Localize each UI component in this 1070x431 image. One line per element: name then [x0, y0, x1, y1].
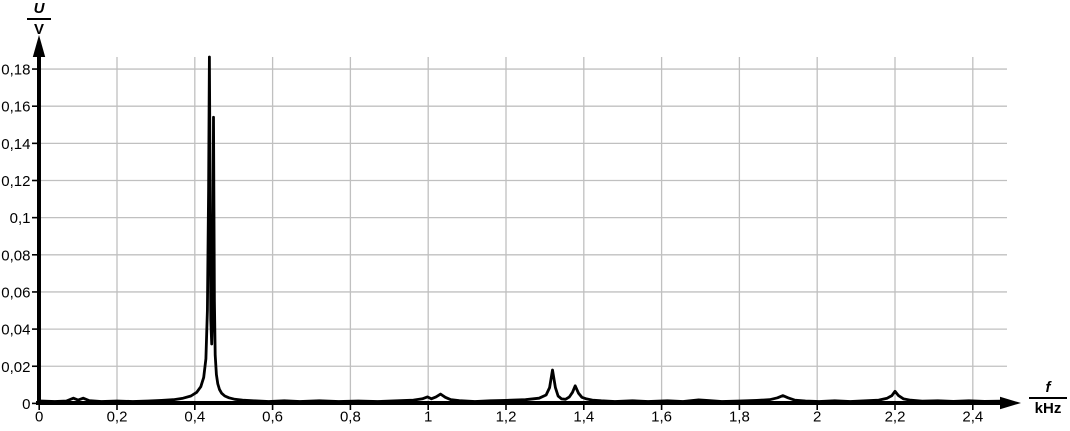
x-tick-label: 1,4: [573, 409, 594, 426]
y-tick-label: 0,16: [1, 99, 30, 116]
x-tick-label: 0,2: [107, 409, 128, 426]
x-axis-arrow-icon: [1000, 396, 1021, 410]
x-tick-label: 2,2: [885, 409, 906, 426]
y-axis-arrow-icon: [32, 35, 46, 57]
y-tick-label: 0,06: [1, 284, 30, 301]
x-tick-label: 0,8: [340, 409, 361, 426]
y-tick-label: 0,18: [1, 62, 30, 79]
x-axis-unit: kHz: [1034, 400, 1062, 417]
y-tick-label: 0,08: [1, 247, 30, 264]
y-tick-label: 0,02: [1, 359, 30, 376]
y-axis-unit: V: [33, 21, 44, 38]
y-axis-quantity-symbol: U: [27, 1, 51, 20]
x-tick-label: 1,6: [651, 409, 672, 426]
spectrum-curve: [39, 55, 1003, 403]
x-tick-label: 0,4: [184, 409, 205, 426]
x-tick-label: 1,8: [729, 409, 750, 426]
y-tick-label: 0,04: [1, 322, 30, 339]
y-tick-label: 0,1: [10, 210, 31, 227]
y-tick-label: 0: [22, 396, 30, 413]
y-tick-label: 0,14: [1, 136, 30, 153]
x-tick-label: 2,4: [962, 409, 983, 426]
x-tick-label: 0,6: [262, 409, 283, 426]
x-tick-label: 1,2: [496, 409, 517, 426]
y-tick-label: 0,12: [1, 173, 30, 190]
x-tick-label: 2: [813, 409, 821, 426]
y-axis-unit-label: U V: [27, 1, 51, 37]
x-axis-unit-label: f kHz: [1029, 380, 1067, 416]
x-axis-quantity-symbol: f: [1029, 380, 1067, 399]
x-tick-label: 0: [35, 409, 43, 426]
x-tick-label: 1: [424, 409, 432, 426]
